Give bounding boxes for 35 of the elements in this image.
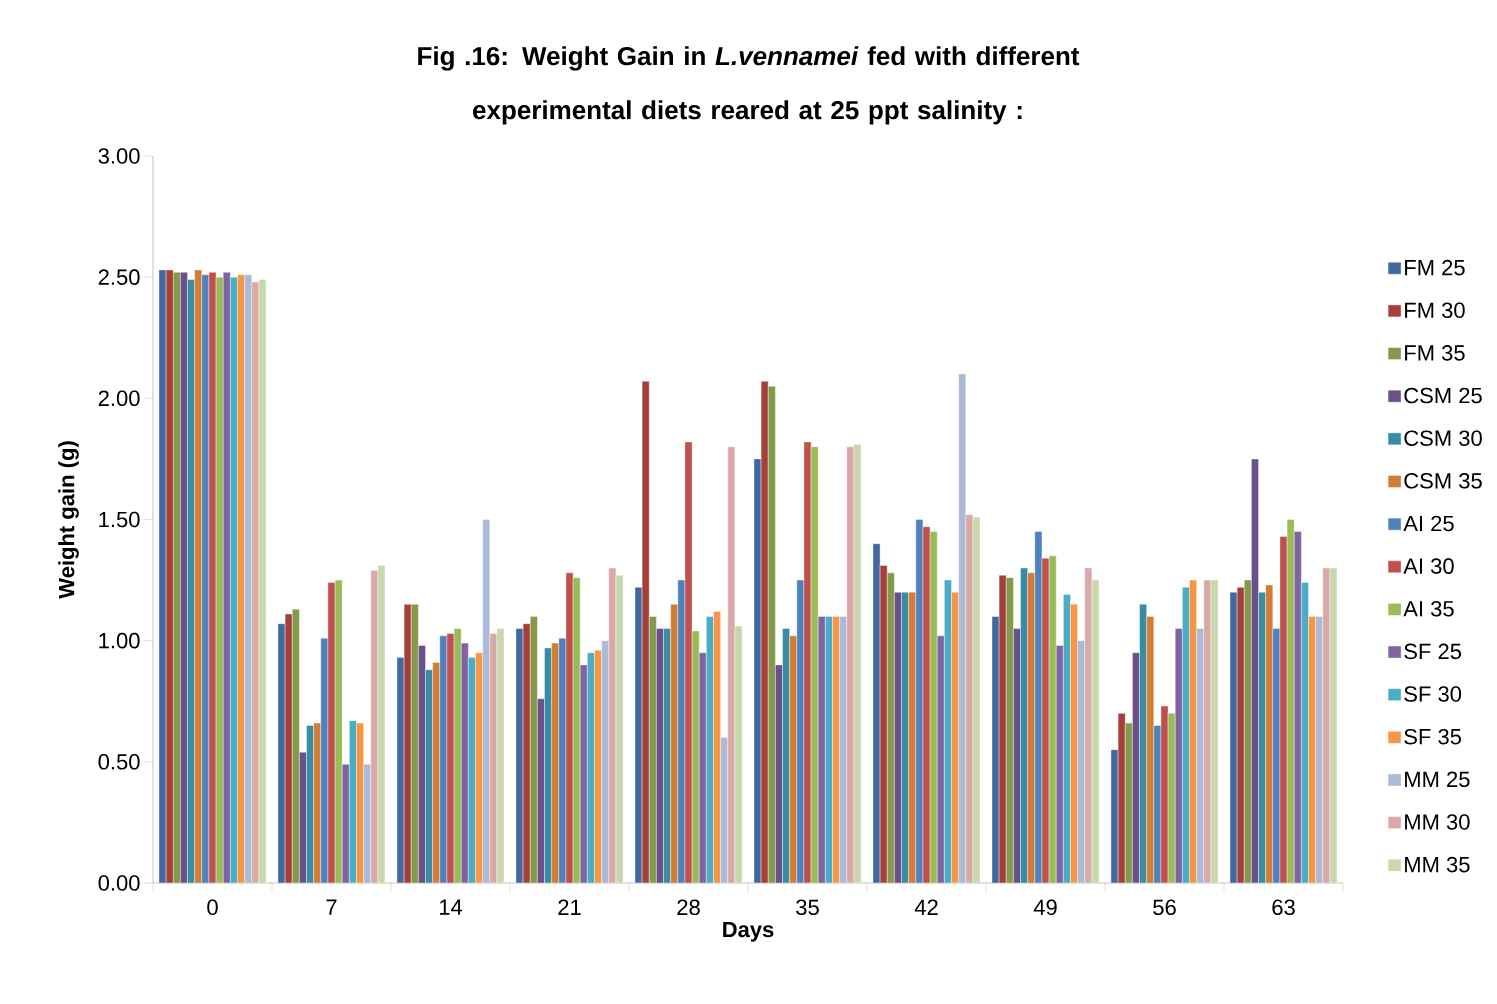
y-tick-label: 2.00	[98, 390, 140, 407]
chart-title: Fig .16: Weight Gain in L.vennamei fed with different experimental diets reared at 25 ppt salinity :	[418, 46, 1080, 125]
x-tick-label: 42	[914, 899, 938, 915]
legend-label: FM 25	[1405, 259, 1465, 276]
legend-label: CSM 30	[1404, 430, 1482, 446]
legend-label: MM 30	[1405, 814, 1470, 830]
legend-label: MM 25	[1405, 771, 1470, 788]
x-axis-title: Days	[723, 921, 774, 942]
x-tick-label: 35	[796, 899, 819, 916]
legend-label: AI 35	[1403, 600, 1454, 617]
x-tick-label: 28	[677, 899, 700, 916]
x-tick-label: 14	[439, 899, 463, 915]
y-axis-title: Weight gain (g)	[58, 441, 79, 599]
legend-label: AI 30	[1403, 558, 1454, 574]
y-tick-label: 0.50	[98, 754, 140, 770]
y-tick-label: 0.00	[98, 875, 140, 891]
legend-label: FM 30	[1405, 302, 1465, 319]
x-tick-label: 7	[326, 899, 337, 915]
y-tick-label: 1.50	[99, 511, 140, 528]
legend-label: FM 35	[1405, 345, 1465, 361]
x-tick-label: 56	[1153, 899, 1176, 916]
x-tick-label: 63	[1272, 899, 1295, 916]
x-tick-label: 0	[207, 899, 218, 916]
y-tick-label: 1.00	[99, 632, 140, 649]
legend-label: SF 30	[1404, 686, 1462, 702]
legend-label: SF 25	[1404, 643, 1462, 660]
legend-label: SF 35	[1404, 728, 1462, 745]
legend-label: MM 35	[1405, 856, 1470, 873]
x-tick-label: 49	[1033, 899, 1057, 916]
y-tick-label: 3.00	[98, 148, 140, 164]
legend-label: CSM 25	[1404, 387, 1482, 404]
x-tick-label: 21	[558, 899, 581, 915]
y-tick-label: 2.50	[98, 269, 140, 285]
legend-label: CSM 35	[1404, 473, 1482, 489]
legend-label: AI 25	[1403, 515, 1454, 532]
